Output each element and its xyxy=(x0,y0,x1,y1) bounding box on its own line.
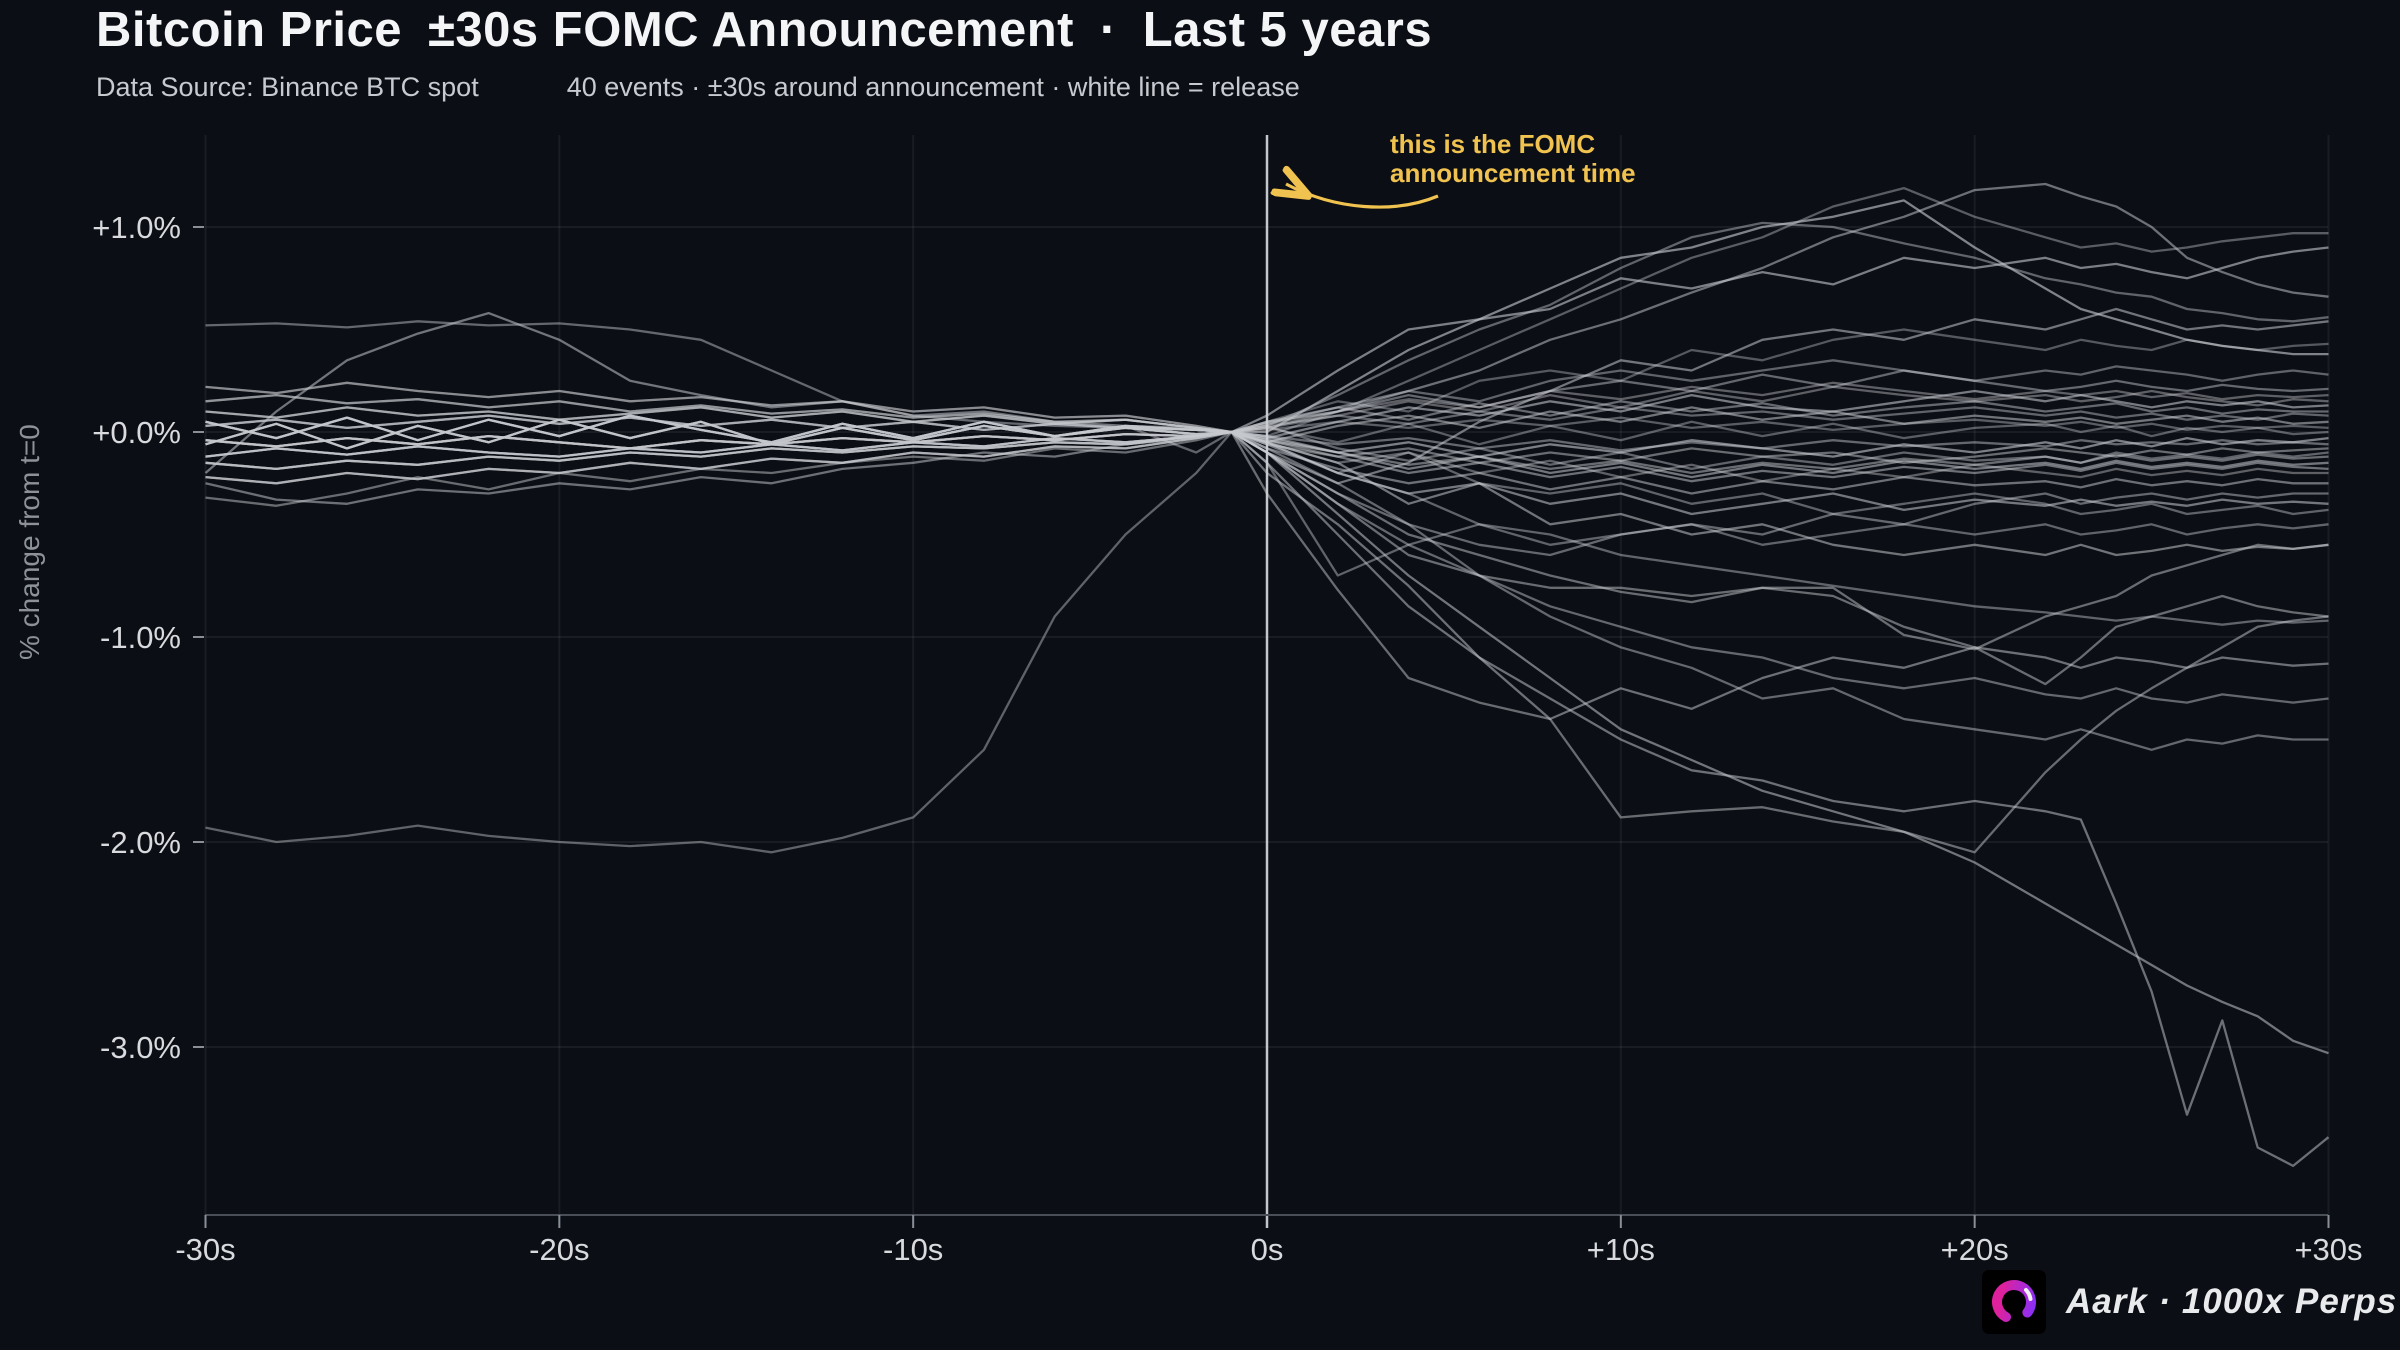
price-path-line xyxy=(205,320,2329,434)
price-path-line xyxy=(205,418,2329,651)
price-path-line xyxy=(205,406,2329,458)
price-path-line xyxy=(205,430,2329,854)
title-part-3: Last 5 years xyxy=(1142,3,1433,57)
price-path-line xyxy=(205,381,2329,434)
x-tick-label: -30s xyxy=(175,1232,235,1267)
price-path-line xyxy=(205,430,2329,721)
subtitle: Data Source: Binance BTC spot 40 events … xyxy=(96,72,1432,103)
title-separator: · xyxy=(1099,3,1117,57)
brand-text: Aark · 1000x Perps xyxy=(2066,1282,2398,1321)
price-path-line xyxy=(205,381,2329,434)
price-path-line xyxy=(205,406,2329,444)
y-tick-label: +0.0% xyxy=(92,415,181,450)
x-tick-label: 0s xyxy=(1251,1232,1284,1267)
x-tick-label: +20s xyxy=(1941,1232,2009,1267)
price-path-line xyxy=(205,430,2329,505)
header: Bitcoin Price ±30s FOMC Announcement · L… xyxy=(96,2,1432,103)
x-tick-label: +10s xyxy=(1587,1232,1655,1267)
price-path-line xyxy=(205,430,2329,1055)
title-part-2: ±30s FOMC Announcement xyxy=(428,3,1074,57)
price-path-line xyxy=(205,406,2329,483)
fomc-annotation: this is the FOMC announcement time xyxy=(1390,130,1636,188)
price-path-line xyxy=(205,430,2329,485)
price-path-line xyxy=(205,430,2329,704)
aark-logo-icon xyxy=(1982,1270,2046,1334)
data-source-label: Data Source: Binance BTC spot xyxy=(96,72,479,102)
annotation-line-1: this is the FOMC xyxy=(1390,129,1596,159)
page-title: Bitcoin Price ±30s FOMC Announcement · L… xyxy=(96,2,1432,58)
annotation-arrow xyxy=(1286,184,1439,209)
price-path-line xyxy=(205,393,2329,475)
x-tick-label: +30s xyxy=(2294,1232,2362,1267)
price-path-line xyxy=(205,414,2329,577)
y-tick-label: +1.0% xyxy=(92,210,181,245)
x-tick-label: -20s xyxy=(529,1232,589,1267)
brand-footer: Aark · 1000x Perps xyxy=(1982,1270,2397,1334)
annotation-line-2: announcement time xyxy=(1390,158,1636,188)
price-path-line xyxy=(205,430,2329,686)
y-tick-label: -1.0% xyxy=(100,620,181,655)
price-path-line xyxy=(204,311,2329,479)
y-tick-label: -2.0% xyxy=(100,825,181,860)
events-summary-label: 40 events · ±30s around announcement · w… xyxy=(566,72,1300,102)
y-tick-label: -3.0% xyxy=(100,1030,181,1065)
title-part-1: Bitcoin Price xyxy=(96,3,403,57)
price-path-line xyxy=(205,430,2330,1168)
price-path-line xyxy=(205,414,2329,751)
x-tick-label: -10s xyxy=(883,1232,943,1267)
